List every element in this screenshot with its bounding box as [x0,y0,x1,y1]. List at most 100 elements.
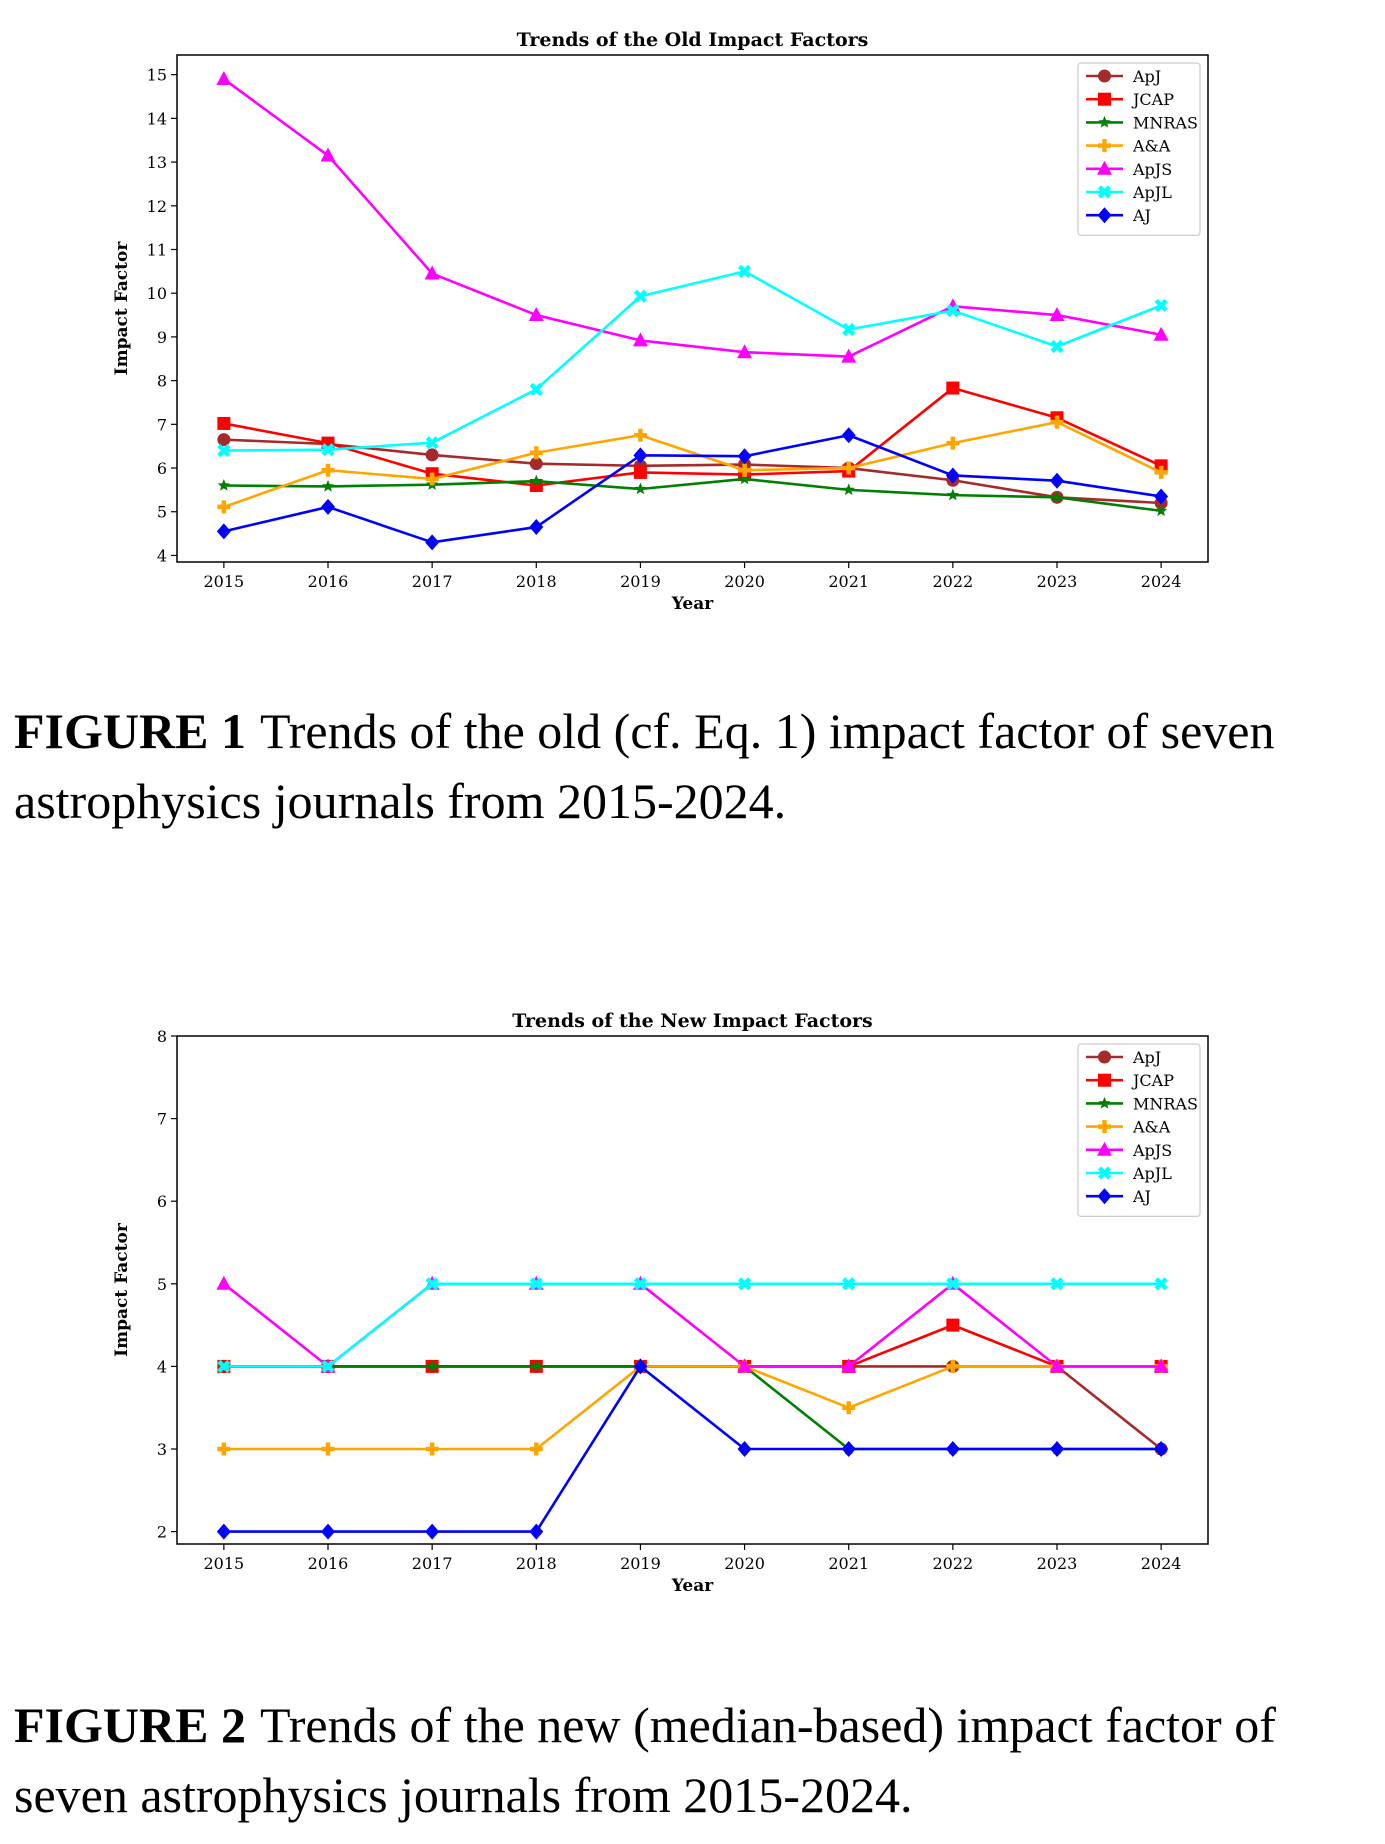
data-point-mnras [1154,504,1168,517]
data-point-apjs [632,332,648,347]
y-tick-label: 14 [147,109,167,128]
data-point-aj [1049,1441,1064,1458]
legend-label-apj: ApJ [1132,67,1161,86]
x-tick-label: 2015 [204,572,245,591]
y-tick-label: 8 [157,372,167,391]
data-point-mnras [634,482,647,495]
y-tick-label: 6 [157,1192,167,1211]
data-point-apj [425,448,439,462]
data-point-apjl [946,304,960,318]
data-point-apjl [425,436,439,450]
data-point-apjl [737,264,752,278]
legend-label-apjl: ApJL [1132,1164,1172,1183]
data-point-apjs [424,265,440,280]
figure-1-caption-text: Trends of the old (cf. Eq. 1) impact fac… [14,703,1275,829]
series-mnras [217,472,1168,517]
y-tick-label: 4 [157,1357,167,1376]
data-point-aj [945,1441,960,1458]
series-line-apjs [223,77,1162,358]
legend-marker-apjs [1097,1141,1112,1156]
data-point-apjl [633,1277,648,1291]
data-point-mnras [425,1359,439,1372]
data-point-jcap [633,465,647,479]
figure-1-caption: FIGURE 1 Trends of the old (cf. Eq. 1) im… [14,696,1374,836]
legend-marker-mnras [1098,115,1111,128]
data-point-apjl [321,443,335,457]
data-point-apjs [216,1275,232,1290]
x-tick-label: 2022 [932,572,973,591]
data-point-apjs [841,348,857,363]
y-tick-label: 11 [147,240,167,259]
series-apjs [216,1275,1169,1373]
legend-label-apjl: ApJL [1132,183,1172,202]
y-tick-label: 2 [157,1523,167,1542]
data-point-mnras [530,474,543,487]
legend-marker-aj [1097,1188,1112,1205]
data-point-apjs [841,1358,857,1373]
y-tick-label: 4 [157,546,167,565]
chart-title: Trends of the New Impact Factors [512,1010,872,1032]
y-tick-label: 13 [147,153,167,172]
data-point-mnras [217,479,231,491]
data-point-a-a [321,463,335,477]
figure-1: Trends of the Old Impact Factors 2015 2016… [0,0,1385,650]
series-line-apjs [223,1282,1162,1368]
x-axis-label: Year [671,1576,714,1596]
data-point-apj [217,433,231,447]
legend-label-apj: ApJ [1132,1048,1161,1067]
legend-label-aj: AJ [1132,1187,1151,1206]
data-point-apjl [529,1277,543,1291]
x-tick-label: 2016 [308,1554,349,1573]
data-point-apjl [321,1359,335,1373]
data-point-apjs [216,71,232,86]
legend: ApJ JCAP MNRAS A&A ApJS ApJL AJ [1077,62,1201,236]
data-point-apjl [842,1277,856,1291]
legend-marker-a-a [1098,1120,1111,1134]
data-point-apjl [946,1277,960,1291]
data-point-a-a [842,1401,856,1415]
data-point-apjl [529,382,543,396]
data-point-aj [529,1523,544,1540]
series-line-jcap [223,1323,1162,1368]
data-point-apjs [737,344,753,359]
data-point-aj [945,467,960,484]
data-point-a-a [529,446,543,460]
data-point-apjl [217,1359,231,1373]
y-tick-label: 12 [147,197,167,216]
data-point-apjs [1153,1358,1169,1373]
series-a-a [217,415,1168,514]
legend-label-a-a: A&A [1132,1118,1171,1137]
y-tick-label: 7 [157,415,167,434]
data-point-jcap [946,381,960,395]
data-point-aj [529,519,544,536]
y-axis-label: Impact Factor [112,241,132,376]
data-point-aj [841,1441,856,1458]
data-point-aj [321,1523,336,1540]
legend-marker-mnras [1098,1096,1111,1109]
series-line-a-a [223,1365,1162,1451]
data-point-mnras [530,1359,543,1372]
series-apj [217,433,1168,510]
data-point-aj [1154,488,1169,505]
data-point-aj [1049,472,1064,489]
x-tick-label: 2016 [308,572,349,591]
data-point-a-a [529,1442,543,1456]
legend-label-mnras: MNRAS [1133,1094,1198,1113]
data-point-apjl [633,289,648,303]
series-line-apj [223,438,1162,505]
data-point-a-a [842,461,856,475]
x-tick-label: 2021 [828,1554,869,1573]
data-point-aj [216,523,231,540]
data-point-a-a [946,1359,960,1373]
x-tick-label: 2018 [516,1554,557,1573]
legend-label-jcap: JCAP [1131,90,1174,109]
legend-label-apjs: ApJS [1132,160,1172,179]
series-line-aj [223,433,1162,544]
plot-frame [176,1035,1209,1545]
data-point-aj [841,427,856,444]
data-point-aj [425,534,440,551]
data-point-mnras [842,483,855,496]
series-line-apjl [223,1282,1162,1368]
x-tick-label: 2023 [1037,1554,1078,1573]
data-point-a-a [738,463,752,477]
